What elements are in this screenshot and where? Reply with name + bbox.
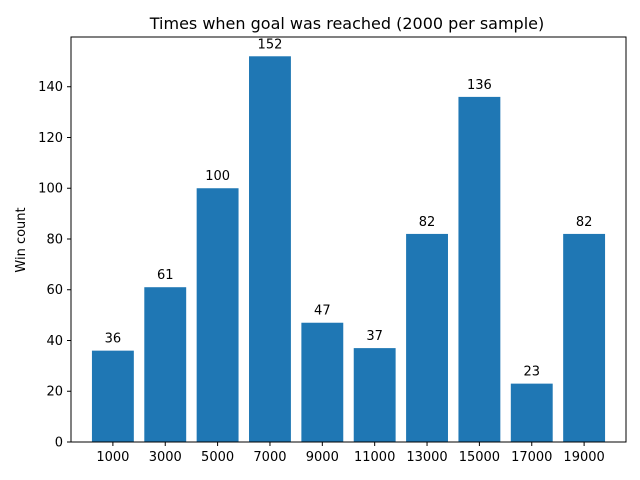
x-tick-label: 7000 bbox=[253, 450, 286, 465]
y-tick-label: 0 bbox=[55, 436, 63, 451]
data-label-15000: 136 bbox=[467, 78, 492, 93]
y-tick-label: 20 bbox=[46, 385, 63, 400]
data-label-7000: 152 bbox=[258, 37, 283, 52]
data-label-3000: 61 bbox=[157, 268, 174, 283]
y-axis-label: Win count bbox=[14, 207, 29, 272]
y-tick-label: 80 bbox=[46, 232, 63, 247]
plot-frame bbox=[70, 36, 627, 443]
bar-9000 bbox=[301, 322, 344, 442]
data-labels-group: 36 61 100 152 47 37 82 136 23 82 bbox=[105, 37, 593, 379]
data-label-9000: 47 bbox=[314, 304, 331, 319]
x-tick-label: 19000 bbox=[563, 450, 604, 465]
bar-11000 bbox=[353, 348, 396, 442]
y-axis: 0 20 40 60 80 100 120 140 bbox=[38, 80, 71, 451]
x-tick-label: 3000 bbox=[149, 450, 182, 465]
y-tick-label: 60 bbox=[46, 283, 63, 298]
bar-1000 bbox=[91, 350, 134, 442]
bar-5000 bbox=[196, 188, 239, 442]
x-tick-label: 17000 bbox=[511, 450, 552, 465]
y-tick-label: 140 bbox=[38, 80, 63, 95]
data-label-1000: 36 bbox=[105, 332, 122, 347]
x-tick-label: 9000 bbox=[306, 450, 339, 465]
x-tick-label: 11000 bbox=[354, 450, 395, 465]
x-tick-label: 1000 bbox=[96, 450, 129, 465]
data-label-5000: 100 bbox=[205, 169, 230, 184]
bar-7000 bbox=[249, 56, 291, 443]
chart-title: Times when goal was reached (2000 per sa… bbox=[149, 14, 545, 33]
bars-group bbox=[91, 56, 606, 443]
x-axis: 1000 3000 5000 7000 9000 11000 13000 15000 17000… bbox=[96, 442, 605, 465]
y-tick-label: 40 bbox=[46, 334, 63, 349]
x-tick-label: 5000 bbox=[201, 450, 234, 465]
bar-3000 bbox=[144, 287, 187, 442]
x-tick-label: 13000 bbox=[406, 450, 447, 465]
y-tick-label: 100 bbox=[38, 182, 63, 197]
bar-19000 bbox=[563, 233, 606, 442]
bar-17000 bbox=[510, 383, 553, 442]
x-tick-label: 15000 bbox=[459, 450, 500, 465]
bar-15000 bbox=[458, 96, 501, 443]
data-label-19000: 82 bbox=[576, 215, 593, 230]
bar-13000 bbox=[406, 233, 448, 442]
data-label-13000: 82 bbox=[419, 215, 436, 230]
y-tick-label: 120 bbox=[38, 131, 63, 146]
data-label-11000: 37 bbox=[366, 329, 383, 344]
data-label-17000: 23 bbox=[523, 365, 540, 380]
